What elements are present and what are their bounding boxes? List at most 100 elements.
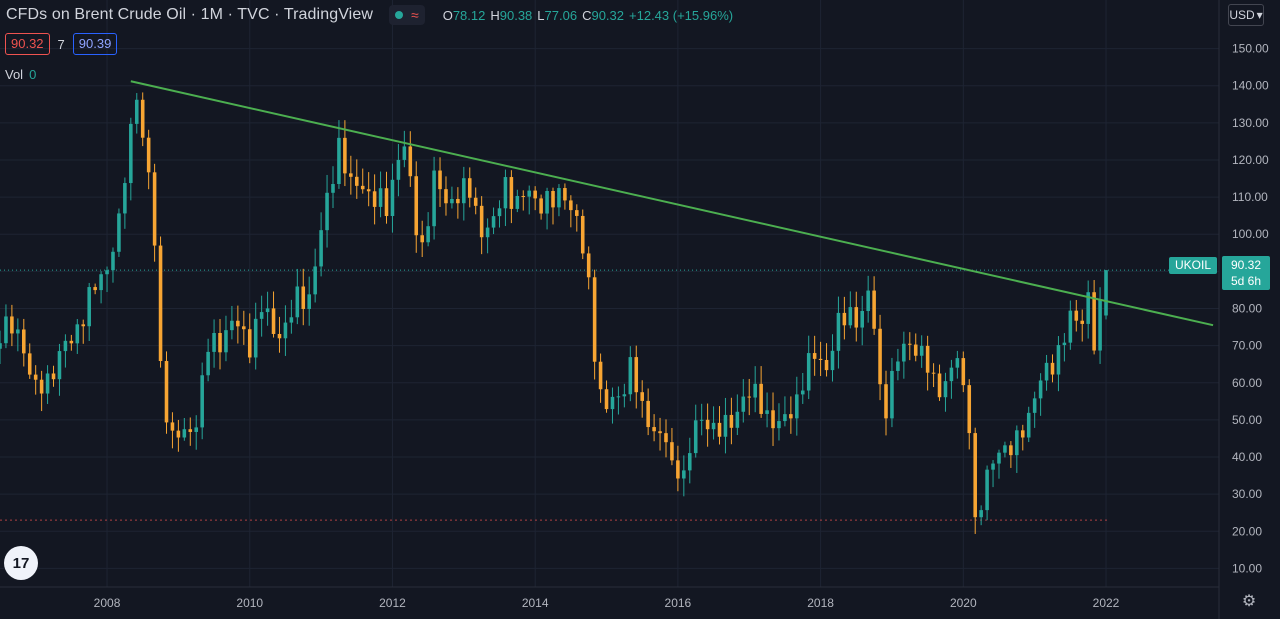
candle-body: [634, 357, 639, 393]
y-tick-label: 140.00: [1232, 79, 1269, 93]
bar-countdown: 5d 6h: [1230, 274, 1262, 288]
candle-body: [842, 312, 847, 326]
candle-body: [890, 370, 894, 419]
candle-body: [967, 385, 972, 434]
volume-label: Vol: [5, 67, 24, 82]
change-value: +12.43 (+15.96%): [629, 7, 734, 23]
candle-body: [33, 374, 38, 380]
candle-body: [10, 316, 14, 334]
y-tick-label: 50.00: [1232, 413, 1262, 427]
volume-legend: Vol 0: [5, 67, 36, 82]
candle-body: [931, 372, 936, 374]
candle-body: [658, 431, 662, 434]
candle-body: [1015, 430, 1019, 456]
y-tick-label: 10.00: [1232, 561, 1262, 575]
resistance-trendline: [130, 80, 1214, 327]
candle-body: [408, 146, 413, 177]
candle-body: [182, 429, 187, 438]
candle-body: [747, 396, 752, 398]
candle-body: [372, 191, 377, 207]
candle-body: [194, 427, 199, 432]
candle-body: [1032, 398, 1037, 413]
y-tick-label: 130.00: [1232, 116, 1269, 130]
candle-body: [1068, 310, 1073, 343]
candle-body: [753, 383, 757, 398]
candle-body: [479, 205, 484, 238]
candle-body: [218, 333, 222, 353]
open-value: 78.12: [452, 7, 486, 23]
candle-body: [467, 178, 472, 198]
candle-body: [586, 253, 591, 278]
chevron-down-icon: ▾: [1256, 8, 1263, 22]
candle-body: [4, 316, 8, 344]
candle-body: [456, 198, 460, 204]
candle-body: [664, 433, 668, 443]
candle-body: [771, 410, 775, 429]
status-pill[interactable]: ≈: [389, 5, 425, 25]
y-tick-label: 120.00: [1232, 153, 1269, 167]
candle-body: [616, 396, 621, 398]
candle-body: [45, 373, 50, 394]
candle-body: [51, 373, 56, 380]
candle-body: [1086, 292, 1090, 324]
tradingview-logo[interactable]: 17: [4, 546, 38, 580]
candle-body: [1026, 412, 1031, 438]
candle-body: [289, 317, 294, 323]
candle-body: [378, 188, 383, 207]
candle-body: [87, 287, 91, 327]
candle-body: [884, 384, 888, 419]
candle-body: [170, 422, 175, 431]
high-label: H: [490, 7, 500, 23]
candle-body: [462, 178, 466, 204]
time-axis: 2008 2010 2012 2014 2016 2018 2020 2022: [94, 596, 1120, 610]
candle-body: [866, 290, 870, 311]
candle-body: [729, 414, 734, 428]
candle-body: [598, 361, 603, 390]
candle-body: [557, 188, 561, 208]
candle-body: [622, 394, 627, 397]
candle-body: [854, 307, 859, 328]
candle-body: [247, 329, 252, 358]
gear-icon[interactable]: ⚙: [1241, 593, 1257, 610]
candle-body: [188, 429, 193, 432]
candle-body: [200, 375, 204, 428]
candle-body: [699, 419, 704, 421]
candle-body: [420, 235, 424, 243]
open-label: O: [442, 7, 453, 23]
buy-button[interactable]: 90.39: [72, 33, 118, 55]
candle-body: [509, 177, 514, 209]
candlestick-series: [0, 92, 1108, 534]
currency-button[interactable]: USD ▾: [1228, 4, 1264, 26]
candle-body: [551, 190, 555, 208]
candle-body: [539, 198, 543, 214]
candle-body: [27, 353, 32, 375]
trendline: [130, 80, 1214, 327]
wave-icon: ≈: [411, 7, 419, 23]
candle-body: [824, 359, 829, 371]
candle-body: [331, 184, 335, 193]
sell-button[interactable]: 90.32: [5, 33, 50, 55]
candle-body: [1104, 270, 1108, 316]
candle-body: [705, 419, 710, 430]
close-label: C: [582, 7, 592, 23]
candle-body: [902, 343, 906, 362]
order-boxes: 90.32 7 90.39: [5, 33, 118, 55]
candle-body: [265, 308, 270, 313]
candle-body: [283, 322, 288, 339]
candle-body: [545, 190, 549, 214]
candle-body: [723, 414, 728, 437]
y-tick-label: 150.00: [1232, 42, 1269, 56]
x-tick-label: 2018: [807, 596, 834, 610]
candle-body: [325, 192, 329, 231]
candle-body: [242, 326, 246, 330]
candle-body: [949, 367, 954, 382]
candle-body: [337, 137, 341, 185]
candle-body: [432, 170, 436, 227]
candle-body: [527, 190, 532, 197]
spread-value: 7: [57, 36, 65, 52]
candle-body: [497, 208, 502, 217]
candle-body: [569, 200, 573, 211]
candle-body: [212, 333, 216, 352]
candle-body: [93, 287, 97, 291]
